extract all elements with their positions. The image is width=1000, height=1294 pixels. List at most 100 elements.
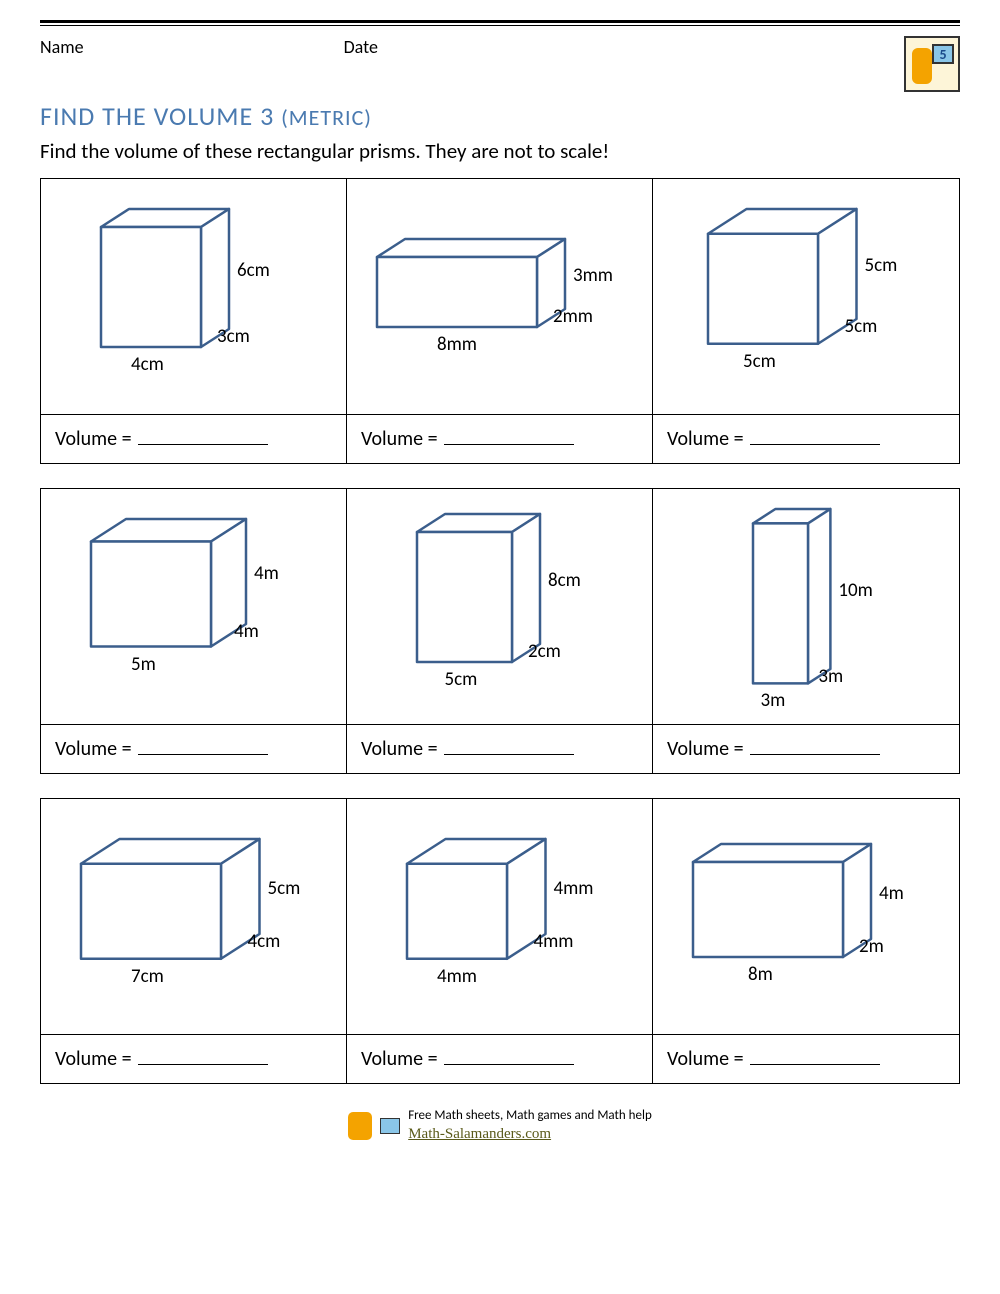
diagram: 4mm 4mm 4mm [347,799,652,1035]
answer-line: Volume = [347,415,652,463]
width-label: 4mm [437,965,477,988]
answer-line: Volume = [41,415,346,463]
height-label: 6cm [237,259,270,282]
problem-row: 7cm 4cm 5cm Volume = 4mm 4mm 4mm Volume … [40,798,960,1084]
depth-label: 2m [859,935,884,958]
volume-label: Volume = [361,427,438,451]
height-label: 5cm [268,877,301,900]
problem-cell: 7cm 4cm 5cm Volume = [41,799,347,1083]
width-label: 3m [761,689,786,712]
footer-salamander-icon [348,1112,372,1140]
answer-blank[interactable] [444,444,574,445]
problem-row: 4cm 3cm 6cm Volume = 8mm 2mm 3mm Volume … [40,178,960,464]
depth-label: 4m [234,620,259,643]
worksheet-title: FIND THE VOLUME 3 (METRIC) [40,100,960,132]
grade-number: 5 [932,44,954,64]
answer-blank[interactable] [750,1064,880,1065]
height-label: 4m [254,562,279,585]
answer-blank[interactable] [444,754,574,755]
height-label: 4mm [554,877,594,900]
diagram: 8mm 2mm 3mm [347,179,652,415]
volume-label: Volume = [667,737,744,761]
header-row: Name Date 5 [40,36,960,92]
depth-label: 2mm [553,305,593,328]
depth-label: 4mm [534,930,574,953]
problem-cell: 5cm 5cm 5cm Volume = [653,179,959,463]
answer-blank[interactable] [138,444,268,445]
answer-line: Volume = [347,1035,652,1083]
depth-label: 3cm [217,325,250,348]
salamander-icon [912,48,932,84]
footer: Free Math sheets, Math games and Math he… [40,1108,960,1144]
depth-label: 2cm [528,640,561,663]
top-rule [40,20,960,26]
answer-blank[interactable] [444,1064,574,1065]
answer-blank[interactable] [750,754,880,755]
diagram: 7cm 4cm 5cm [41,799,346,1035]
title-main: FIND THE VOLUME 3 [40,100,281,132]
width-label: 8mm [437,333,477,356]
problem-cell: 3m 3m 10m Volume = [653,489,959,773]
prism-svg [653,489,958,725]
volume-label: Volume = [55,1047,132,1071]
problem-cell: 8mm 2mm 3mm Volume = [347,179,653,463]
prism-svg [41,489,346,725]
diagram: 8m 2m 4m [653,799,959,1035]
height-label: 5cm [865,254,898,277]
volume-label: Volume = [361,1047,438,1071]
width-label: 5m [131,653,156,676]
prism-svg [653,179,958,415]
volume-label: Volume = [667,1047,744,1071]
problem-cell: 5m 4m 4m Volume = [41,489,347,773]
problem-cell: 5cm 2cm 8cm Volume = [347,489,653,773]
prism-svg [347,799,652,1035]
footer-tagline: Free Math sheets, Math games and Math he… [408,1108,652,1123]
footer-site: Math-Salamanders.com [408,1126,551,1142]
diagram: 3m 3m 10m [653,489,959,725]
problem-cell: 4cm 3cm 6cm Volume = [41,179,347,463]
height-label: 4m [879,882,904,905]
volume-label: Volume = [55,427,132,451]
prism-svg [653,799,958,1035]
width-label: 8m [748,963,773,986]
answer-line: Volume = [653,1035,959,1083]
width-label: 4cm [131,353,164,376]
answer-line: Volume = [653,725,959,773]
width-label: 7cm [131,965,164,988]
height-label: 8cm [548,569,581,592]
prism-svg [347,489,652,725]
name-label: Name [40,36,84,58]
prism-svg [347,179,652,415]
answer-blank[interactable] [138,754,268,755]
answer-line: Volume = [653,415,959,463]
title-paren: (METRIC) [281,104,372,131]
grade-badge: 5 [904,36,960,92]
depth-label: 4cm [248,930,281,953]
height-label: 3mm [573,264,613,287]
diagram: 5cm 5cm 5cm [653,179,959,415]
diagram: 5cm 2cm 8cm [347,489,652,725]
answer-line: Volume = [41,725,346,773]
problem-cell: 4mm 4mm 4mm Volume = [347,799,653,1083]
prism-svg [41,799,346,1035]
diagram: 4cm 3cm 6cm [41,179,346,415]
problem-row: 5m 4m 4m Volume = 5cm 2cm 8cm Volume = [40,488,960,774]
volume-label: Volume = [361,737,438,761]
answer-blank[interactable] [138,1064,268,1065]
problem-cell: 8m 2m 4m Volume = [653,799,959,1083]
depth-label: 5cm [845,315,878,338]
answer-line: Volume = [41,1035,346,1083]
height-label: 10m [838,579,872,602]
volume-label: Volume = [55,737,132,761]
prism-svg [41,179,346,415]
instructions: Find the volume of these rectangular pri… [40,138,960,164]
date-label: Date [344,36,378,58]
width-label: 5cm [743,350,776,373]
width-label: 5cm [445,668,478,691]
depth-label: 3m [818,665,843,688]
answer-blank[interactable] [750,444,880,445]
volume-label: Volume = [667,427,744,451]
diagram: 5m 4m 4m [41,489,346,725]
answer-line: Volume = [347,725,652,773]
footer-board-icon [380,1118,400,1134]
